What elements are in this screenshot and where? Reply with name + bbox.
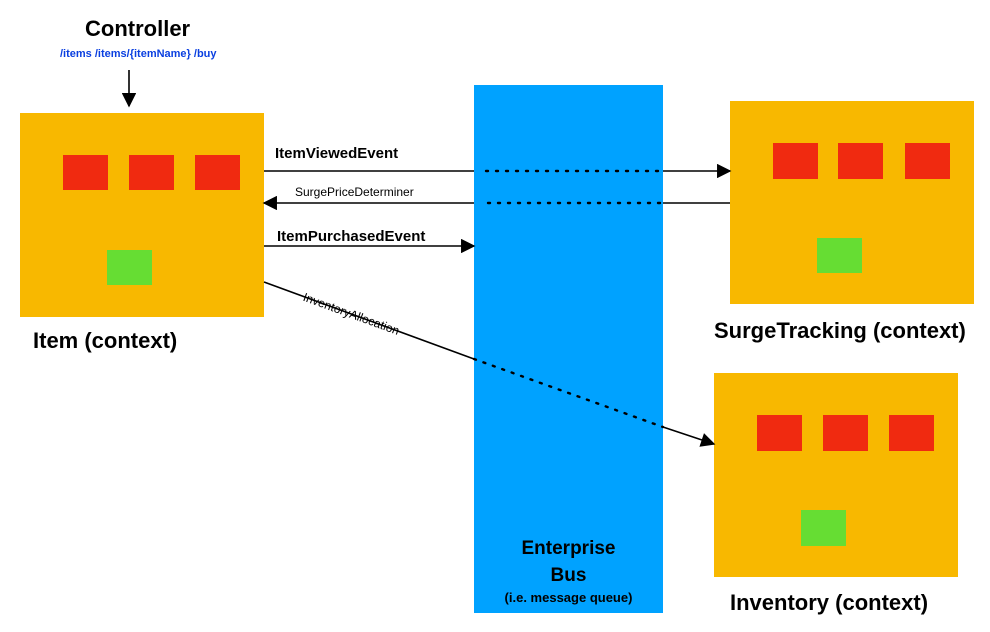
item-viewed-label: ItemViewedEvent	[275, 145, 399, 162]
surge-component-red-3	[905, 143, 950, 179]
controller-title: Controller	[85, 16, 191, 41]
bus-title-line1: Enterprise	[521, 538, 616, 559]
item-component-red-2	[129, 155, 174, 190]
item-context-label: Item (context)	[33, 328, 178, 353]
bus-label: Enterprise Bus	[474, 535, 663, 589]
surge-context-box	[730, 101, 974, 304]
item-component-red-3	[195, 155, 240, 190]
inventory-component-green	[801, 510, 846, 546]
enterprise-bus	[474, 85, 663, 613]
surge-price-label: SurgePriceDeterminer	[295, 185, 414, 199]
surge-context-label: SurgeTracking (context)	[714, 318, 966, 343]
inventory-allocation-arrow	[263, 281, 716, 447]
surge-component-red-2	[838, 143, 883, 179]
item-component-red-1	[63, 155, 108, 190]
surge-component-red-1	[773, 143, 818, 179]
item-purchased-label: ItemPurchasedEvent	[277, 228, 426, 245]
inventory-component-red-1	[757, 415, 802, 451]
bus-title-line2: Bus	[550, 565, 587, 586]
inventory-component-red-3	[889, 415, 934, 451]
inventory-context-label: Inventory (context)	[730, 590, 929, 615]
item-context-box	[20, 113, 264, 317]
item-component-green	[107, 250, 152, 285]
bus-subtitle: (i.e. message queue)	[504, 590, 633, 605]
controller-endpoints: /items /items/{itemName} /buy	[60, 48, 217, 60]
inventory-component-red-2	[823, 415, 868, 451]
surge-component-green	[817, 238, 862, 273]
inventory-context-box	[714, 373, 958, 577]
